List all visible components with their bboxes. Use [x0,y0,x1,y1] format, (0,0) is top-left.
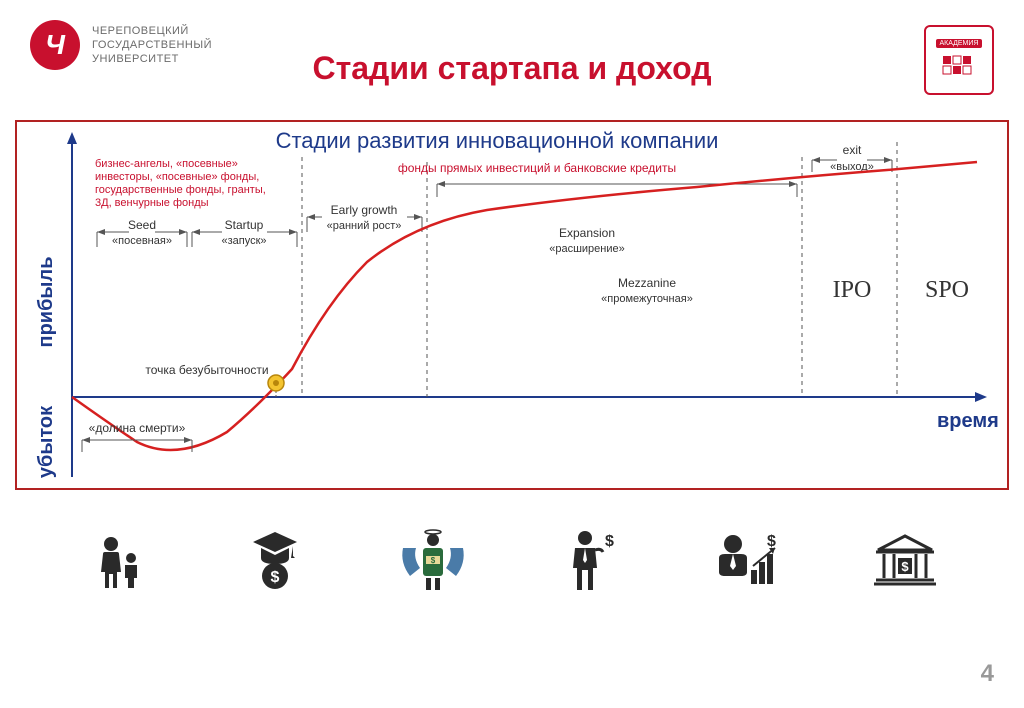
header: Ч ЧЕРЕПОВЕЦКИЙ ГОСУДАРСТВЕННЫЙ УНИВЕРСИТ… [0,0,1024,80]
grant-icon: $ [241,525,311,595]
ipo-label: IPO [833,277,872,303]
stage-early-ru: «ранний рост» [327,220,402,232]
investor-funds: фонды прямых инвестиций и банковские кре… [398,161,676,175]
family-icon [84,525,154,595]
stage-expansion-ru: «расширение» [549,243,625,255]
chart-container: прибыль убыток время Стадии развития инн… [15,120,1009,490]
page-title: Стадии стартапа и доход [312,50,711,87]
stage-startup-en: Startup [225,218,264,232]
uni-line-1: ЧЕРЕПОВЕЦКИЙ [92,24,212,38]
startup-stages-chart: прибыль убыток время Стадии развития инн… [17,122,1007,488]
x-label-time: время [937,410,999,432]
academy-logo: АКАДЕМИЯ [924,25,994,95]
logo-letter: Ч [45,29,65,61]
chart-title: Стадии развития инновационной компании [276,128,719,153]
y-label-profit: прибыль [35,256,57,347]
stage-early-en: Early growth [331,203,398,217]
uni-line-2: ГОСУДАРСТВЕННЫЙ [92,38,212,52]
y-label-loss: убыток [35,405,57,478]
svg-text:$: $ [605,533,614,550]
logo-circle-icon: Ч [30,20,80,70]
svg-text:$: $ [431,556,436,565]
stage-mezz-en: Mezzanine [618,276,676,290]
stage-startup-ru: «запуск» [221,235,266,247]
investor-icons-row: $ $ $ $ [0,505,1024,615]
university-name: ЧЕРЕПОВЕЦКИЙ ГОСУДАРСТВЕННЫЙ УНИВЕРСИТЕТ [92,24,212,67]
investor-angels: бизнес-ангелы, «посевные» инвесторы, «по… [95,158,269,209]
valley-label: «долина смерти» [89,421,186,435]
stage-exit-en: exit [843,143,862,157]
stage-expansion-en: Expansion [559,226,615,240]
bank-icon: $ [870,525,940,595]
svg-text:$: $ [902,559,910,574]
stage-seed-ru: «посевная» [112,235,172,247]
businessman-icon: $ [556,525,626,595]
svg-text:$: $ [767,533,776,550]
stage-mezz-ru: «промежуточная» [601,293,693,305]
angel-investor-icon: $ [398,525,468,595]
page-number: 4 [981,660,994,688]
breakeven-label: точка безубыточности [145,363,268,377]
spo-label: SPO [925,277,969,303]
stage-seed-en: Seed [128,218,156,232]
investor-chart-icon: $ [713,525,783,595]
academy-banner: АКАДЕМИЯ [936,39,983,48]
university-logo: Ч ЧЕРЕПОВЕЦКИЙ ГОСУДАРСТВЕННЫЙ УНИВЕРСИТ… [30,20,212,70]
uni-line-3: УНИВЕРСИТЕТ [92,52,212,66]
svg-text:$: $ [271,569,280,586]
